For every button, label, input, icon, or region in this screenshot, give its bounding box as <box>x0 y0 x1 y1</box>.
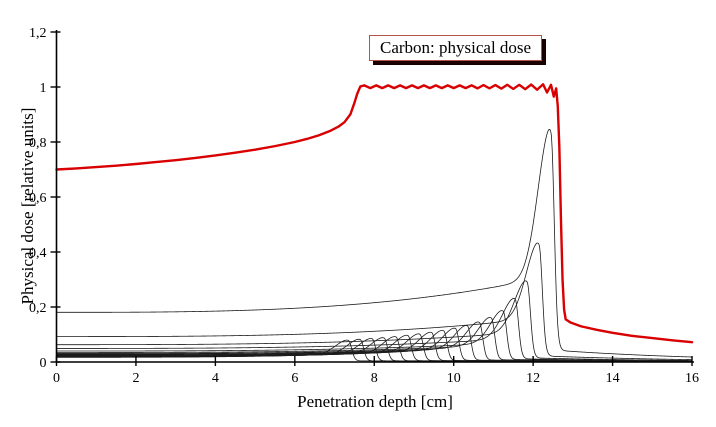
bragg-peak-curve <box>56 280 693 361</box>
x-tick-label: 10 <box>447 371 461 386</box>
bragg-peak-curve <box>56 242 693 361</box>
x-tick-label: 12 <box>526 371 540 386</box>
chart-title-text: Carbon: physical dose <box>380 38 532 57</box>
y-tick-label: 0,8 <box>29 136 47 151</box>
y-tick-label: 0,2 <box>29 301 47 316</box>
y-axis-label: Physical dose [relative units] <box>18 107 37 305</box>
x-tick-label: 4 <box>212 371 219 386</box>
x-tick-label: 6 <box>291 371 298 386</box>
x-axis-label: Penetration depth [cm] <box>297 392 453 411</box>
y-tick-label: 0 <box>40 356 47 371</box>
chart-title-box: Carbon: physical dose <box>369 35 543 61</box>
y-tick-label: 1 <box>40 81 47 96</box>
bragg-peak-curve <box>56 298 693 362</box>
x-tick-label: 16 <box>685 371 699 386</box>
y-tick-label: 0,4 <box>29 246 47 261</box>
x-tick-label: 0 <box>53 371 60 386</box>
x-tick-label: 2 <box>132 371 139 386</box>
x-tick-label: 14 <box>606 371 620 386</box>
axis-tick-labels: 0 2 4 6 8 10 12 14 16 0 0,2 0,4 0,6 0,8 1 1,2 <box>29 26 699 386</box>
x-tick-label: 8 <box>371 371 378 386</box>
pristine-bragg-curves <box>56 129 693 362</box>
total-dose-curve <box>55 83 694 344</box>
y-tick-label: 0,6 <box>29 191 47 206</box>
axis-ticks <box>50 31 693 366</box>
total-dose-path <box>55 83 694 344</box>
bragg-peak-curve <box>56 129 693 358</box>
y-tick-label: 1,2 <box>29 26 47 41</box>
bragg-peak-curve <box>56 310 693 362</box>
